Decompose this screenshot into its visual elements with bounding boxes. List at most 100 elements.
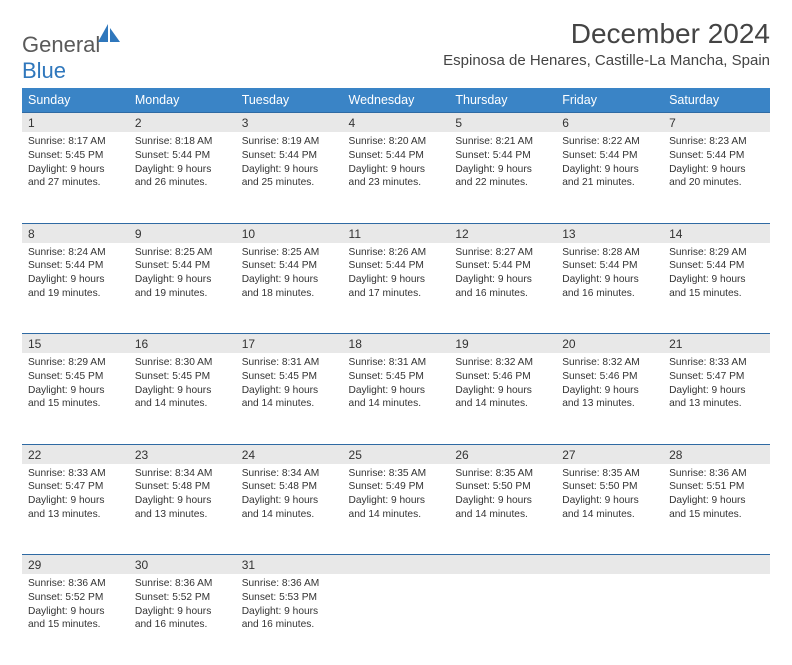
daylight-line: Daylight: 9 hours and 17 minutes. bbox=[349, 273, 444, 301]
sunset-line: Sunset: 5:46 PM bbox=[455, 370, 550, 384]
daylight-line: Daylight: 9 hours and 13 minutes. bbox=[562, 384, 657, 412]
sunrise-line: Sunrise: 8:23 AM bbox=[669, 135, 764, 149]
day-cell: Sunrise: 8:23 AMSunset: 5:44 PMDaylight:… bbox=[663, 132, 770, 223]
daylight-line: Daylight: 9 hours and 13 minutes. bbox=[669, 384, 764, 412]
day-cell: Sunrise: 8:36 AMSunset: 5:52 PMDaylight:… bbox=[129, 574, 236, 665]
day-content-row: Sunrise: 8:36 AMSunset: 5:52 PMDaylight:… bbox=[22, 574, 770, 665]
day-cell: Sunrise: 8:35 AMSunset: 5:49 PMDaylight:… bbox=[343, 464, 450, 555]
sunrise-line: Sunrise: 8:22 AM bbox=[562, 135, 657, 149]
day-number: 22 bbox=[22, 444, 129, 464]
sunrise-line: Sunrise: 8:36 AM bbox=[242, 577, 337, 591]
logo: General Blue bbox=[22, 24, 120, 84]
sunrise-line: Sunrise: 8:33 AM bbox=[669, 356, 764, 370]
day-number: 16 bbox=[129, 334, 236, 354]
day-number bbox=[663, 555, 770, 575]
day-cell: Sunrise: 8:25 AMSunset: 5:44 PMDaylight:… bbox=[129, 243, 236, 334]
daylight-line: Daylight: 9 hours and 16 minutes. bbox=[562, 273, 657, 301]
day-number-row: 15161718192021 bbox=[22, 334, 770, 354]
daylight-line: Daylight: 9 hours and 14 minutes. bbox=[242, 384, 337, 412]
sunrise-line: Sunrise: 8:32 AM bbox=[455, 356, 550, 370]
day-number: 30 bbox=[129, 555, 236, 575]
daylight-line: Daylight: 9 hours and 16 minutes. bbox=[135, 605, 230, 633]
sunrise-line: Sunrise: 8:34 AM bbox=[242, 467, 337, 481]
day-number: 9 bbox=[129, 223, 236, 243]
daylight-line: Daylight: 9 hours and 14 minutes. bbox=[455, 494, 550, 522]
sunset-line: Sunset: 5:44 PM bbox=[242, 259, 337, 273]
sunset-line: Sunset: 5:45 PM bbox=[242, 370, 337, 384]
day-cell: Sunrise: 8:33 AMSunset: 5:47 PMDaylight:… bbox=[663, 353, 770, 444]
daylight-line: Daylight: 9 hours and 21 minutes. bbox=[562, 163, 657, 191]
day-number-row: 293031 bbox=[22, 555, 770, 575]
day-cell: Sunrise: 8:36 AMSunset: 5:51 PMDaylight:… bbox=[663, 464, 770, 555]
daylight-line: Daylight: 9 hours and 19 minutes. bbox=[28, 273, 123, 301]
sunset-line: Sunset: 5:51 PM bbox=[669, 480, 764, 494]
day-number: 11 bbox=[343, 223, 450, 243]
weekday-header: Friday bbox=[556, 88, 663, 113]
day-number: 7 bbox=[663, 113, 770, 133]
day-cell bbox=[449, 574, 556, 665]
sunrise-line: Sunrise: 8:25 AM bbox=[242, 246, 337, 260]
day-number: 21 bbox=[663, 334, 770, 354]
day-cell: Sunrise: 8:27 AMSunset: 5:44 PMDaylight:… bbox=[449, 243, 556, 334]
day-cell bbox=[343, 574, 450, 665]
sunrise-line: Sunrise: 8:35 AM bbox=[349, 467, 444, 481]
day-number: 12 bbox=[449, 223, 556, 243]
daylight-line: Daylight: 9 hours and 15 minutes. bbox=[669, 494, 764, 522]
day-cell: Sunrise: 8:29 AMSunset: 5:45 PMDaylight:… bbox=[22, 353, 129, 444]
sunrise-line: Sunrise: 8:24 AM bbox=[28, 246, 123, 260]
day-number: 28 bbox=[663, 444, 770, 464]
sunset-line: Sunset: 5:50 PM bbox=[562, 480, 657, 494]
sunset-line: Sunset: 5:45 PM bbox=[28, 370, 123, 384]
day-content-row: Sunrise: 8:17 AMSunset: 5:45 PMDaylight:… bbox=[22, 132, 770, 223]
day-number: 5 bbox=[449, 113, 556, 133]
daylight-line: Daylight: 9 hours and 14 minutes. bbox=[349, 384, 444, 412]
sunrise-line: Sunrise: 8:27 AM bbox=[455, 246, 550, 260]
sunrise-line: Sunrise: 8:17 AM bbox=[28, 135, 123, 149]
day-number: 24 bbox=[236, 444, 343, 464]
daylight-line: Daylight: 9 hours and 22 minutes. bbox=[455, 163, 550, 191]
daylight-line: Daylight: 9 hours and 13 minutes. bbox=[135, 494, 230, 522]
sunrise-line: Sunrise: 8:29 AM bbox=[669, 246, 764, 260]
day-number-row: 891011121314 bbox=[22, 223, 770, 243]
logo-word2: Blue bbox=[22, 58, 66, 83]
sunset-line: Sunset: 5:46 PM bbox=[562, 370, 657, 384]
sunset-line: Sunset: 5:44 PM bbox=[28, 259, 123, 273]
day-number: 27 bbox=[556, 444, 663, 464]
sunset-line: Sunset: 5:47 PM bbox=[669, 370, 764, 384]
sunrise-line: Sunrise: 8:34 AM bbox=[135, 467, 230, 481]
daylight-line: Daylight: 9 hours and 13 minutes. bbox=[28, 494, 123, 522]
day-cell: Sunrise: 8:28 AMSunset: 5:44 PMDaylight:… bbox=[556, 243, 663, 334]
daylight-line: Daylight: 9 hours and 19 minutes. bbox=[135, 273, 230, 301]
day-cell: Sunrise: 8:36 AMSunset: 5:53 PMDaylight:… bbox=[236, 574, 343, 665]
day-number: 26 bbox=[449, 444, 556, 464]
weekday-header: Monday bbox=[129, 88, 236, 113]
sunset-line: Sunset: 5:44 PM bbox=[669, 149, 764, 163]
day-number: 8 bbox=[22, 223, 129, 243]
logo-word1: General bbox=[22, 32, 100, 57]
sunrise-line: Sunrise: 8:36 AM bbox=[28, 577, 123, 591]
sunset-line: Sunset: 5:44 PM bbox=[135, 149, 230, 163]
day-cell: Sunrise: 8:20 AMSunset: 5:44 PMDaylight:… bbox=[343, 132, 450, 223]
sunset-line: Sunset: 5:47 PM bbox=[28, 480, 123, 494]
sunset-line: Sunset: 5:48 PM bbox=[242, 480, 337, 494]
day-cell: Sunrise: 8:35 AMSunset: 5:50 PMDaylight:… bbox=[556, 464, 663, 555]
day-number: 31 bbox=[236, 555, 343, 575]
day-cell: Sunrise: 8:32 AMSunset: 5:46 PMDaylight:… bbox=[449, 353, 556, 444]
day-cell bbox=[663, 574, 770, 665]
day-number: 10 bbox=[236, 223, 343, 243]
day-cell: Sunrise: 8:24 AMSunset: 5:44 PMDaylight:… bbox=[22, 243, 129, 334]
sunset-line: Sunset: 5:44 PM bbox=[562, 259, 657, 273]
day-cell: Sunrise: 8:31 AMSunset: 5:45 PMDaylight:… bbox=[343, 353, 450, 444]
sunrise-line: Sunrise: 8:35 AM bbox=[562, 467, 657, 481]
day-content-row: Sunrise: 8:24 AMSunset: 5:44 PMDaylight:… bbox=[22, 243, 770, 334]
location: Espinosa de Henares, Castille-La Mancha,… bbox=[443, 52, 770, 69]
day-cell: Sunrise: 8:18 AMSunset: 5:44 PMDaylight:… bbox=[129, 132, 236, 223]
weekday-header: Tuesday bbox=[236, 88, 343, 113]
sunset-line: Sunset: 5:44 PM bbox=[349, 259, 444, 273]
day-cell: Sunrise: 8:31 AMSunset: 5:45 PMDaylight:… bbox=[236, 353, 343, 444]
sunset-line: Sunset: 5:45 PM bbox=[349, 370, 444, 384]
day-cell: Sunrise: 8:29 AMSunset: 5:44 PMDaylight:… bbox=[663, 243, 770, 334]
sunset-line: Sunset: 5:48 PM bbox=[135, 480, 230, 494]
day-cell: Sunrise: 8:25 AMSunset: 5:44 PMDaylight:… bbox=[236, 243, 343, 334]
day-cell: Sunrise: 8:36 AMSunset: 5:52 PMDaylight:… bbox=[22, 574, 129, 665]
